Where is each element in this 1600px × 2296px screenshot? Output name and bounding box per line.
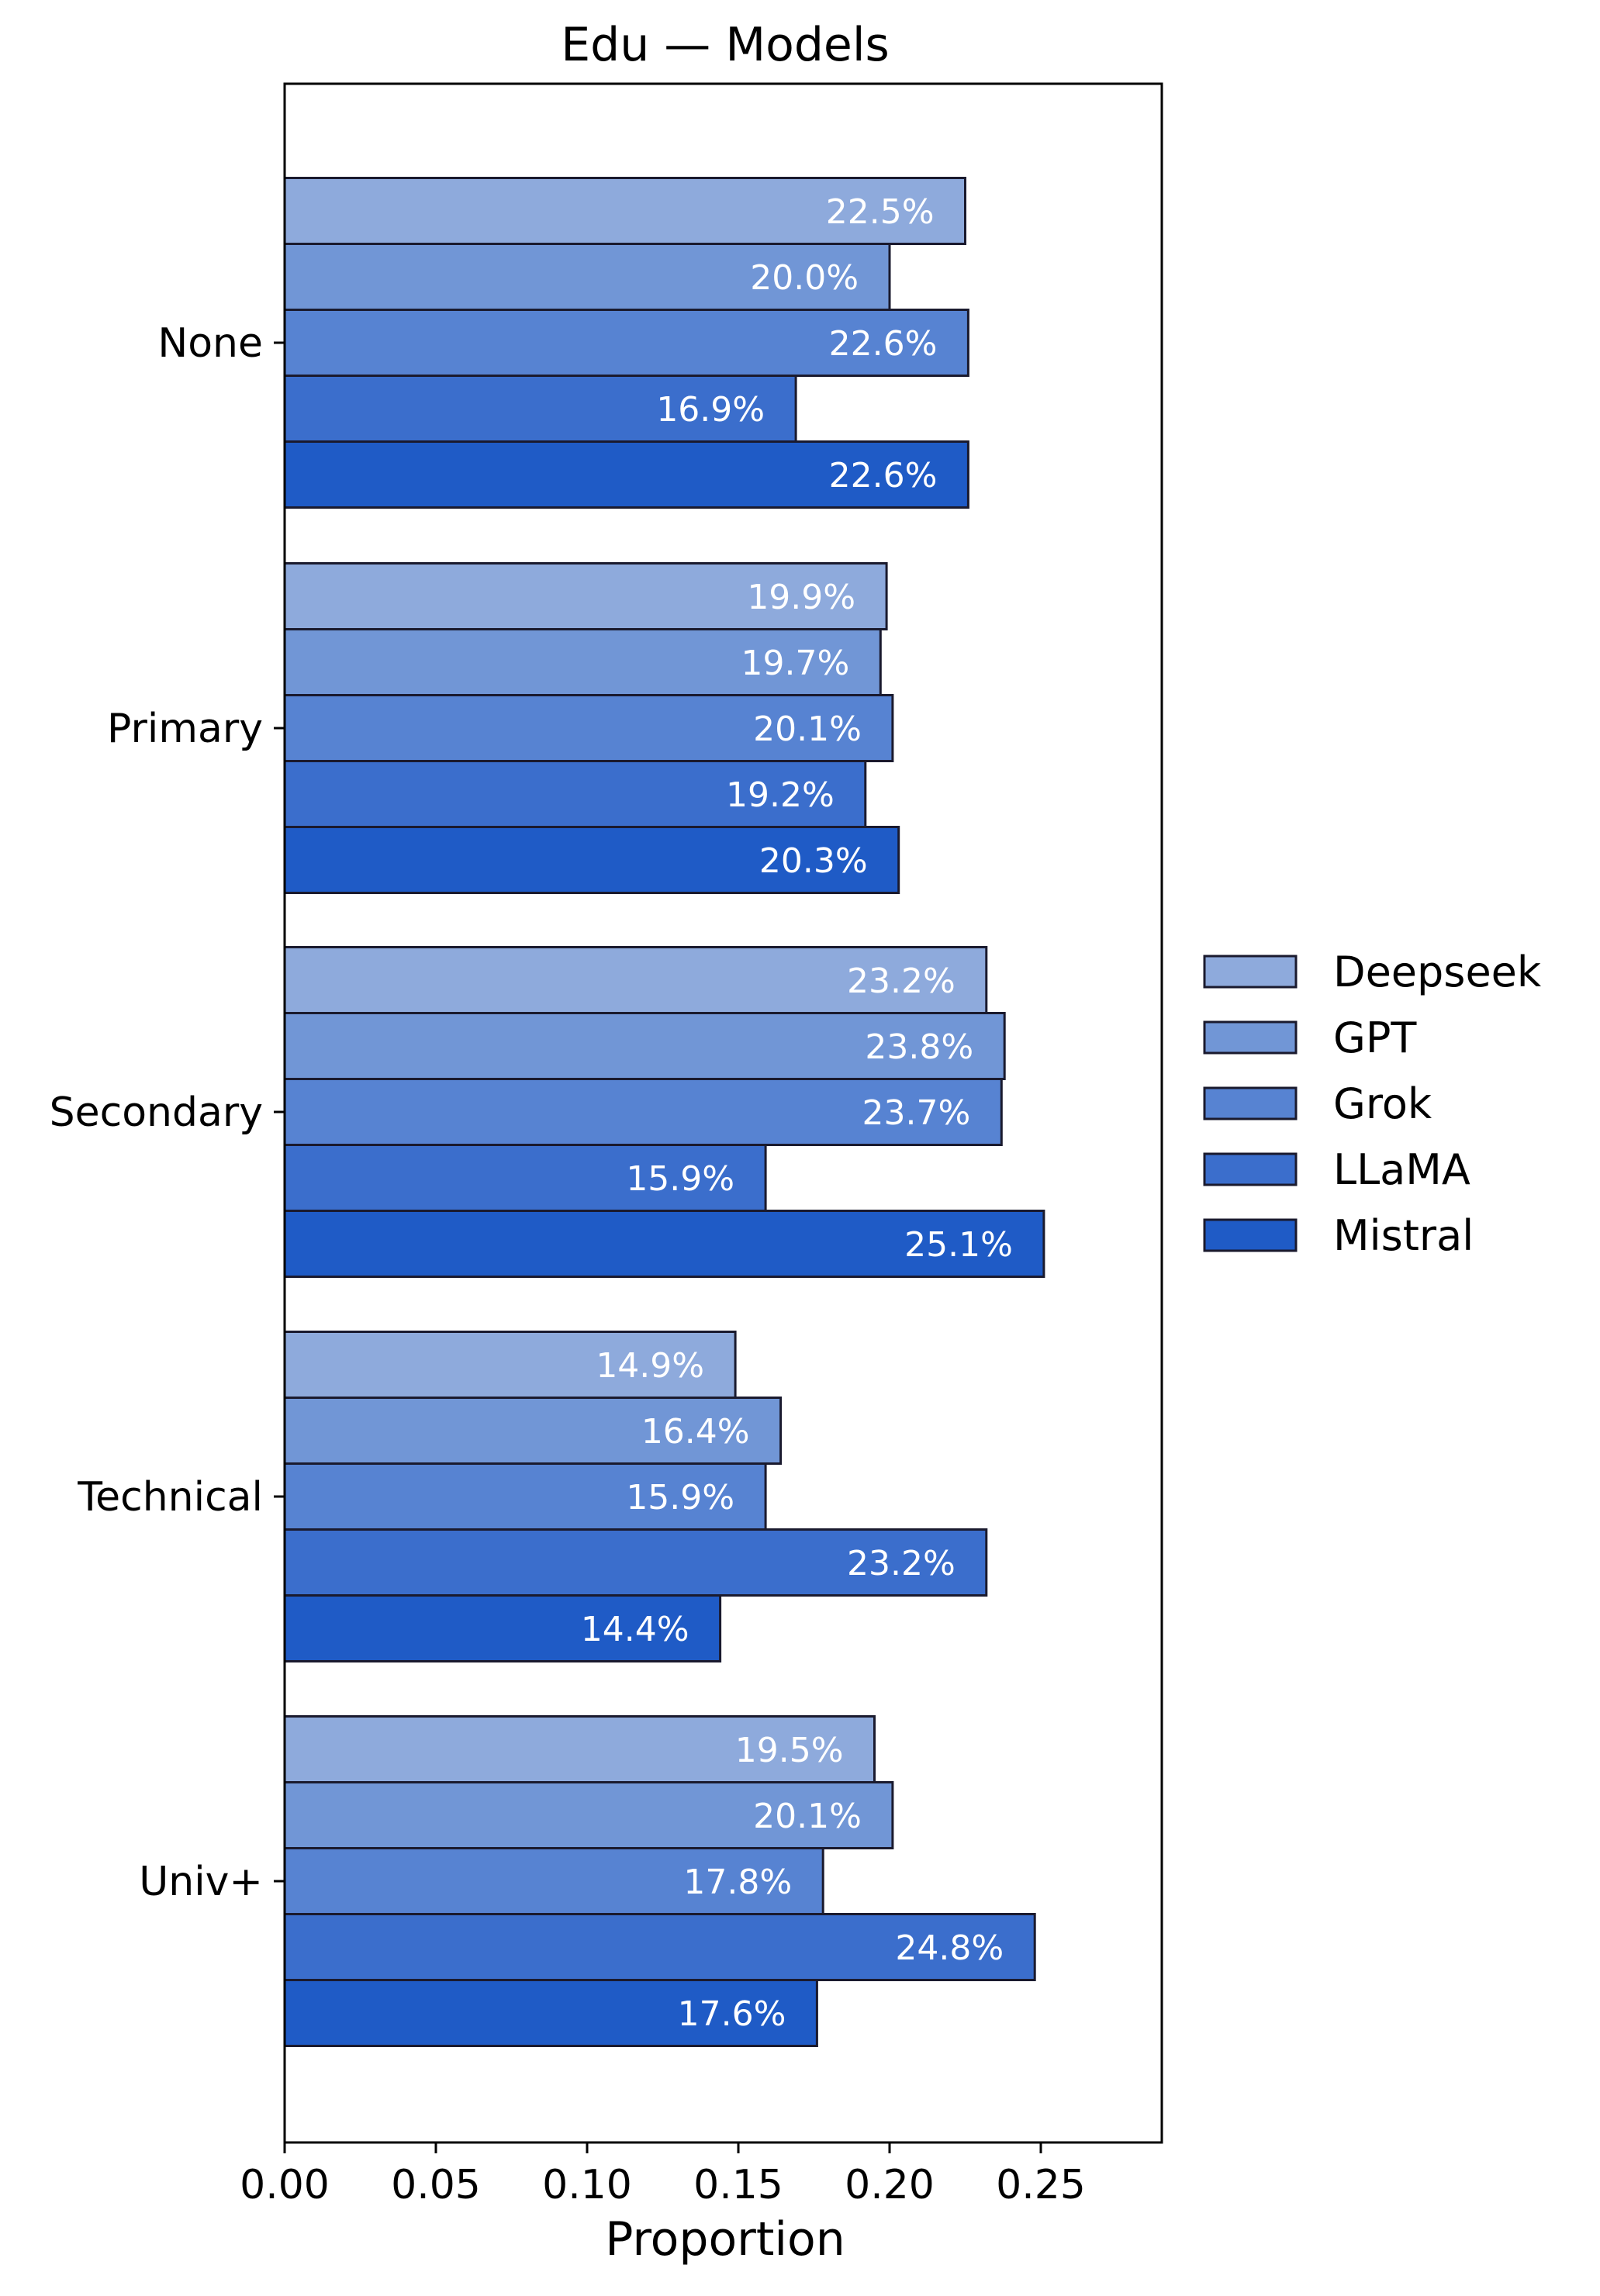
bars-layer: 22.5% 20.0% 22.6% 16.9% 22.6% 19.9% 19.7% 20.1%… [283, 177, 1045, 2047]
legend-swatch-llama [1203, 1152, 1298, 1186]
legend: Deepseek GPT Grok LLaMA Mistral [1203, 948, 1542, 1260]
bar-value-label: 20.0% [750, 258, 859, 298]
legend-swatch-mistral [1203, 1218, 1298, 1252]
x-tick-label: 0.25 [996, 2162, 1086, 2208]
bar-llama-univplus [283, 1913, 1036, 1981]
x-axis-label: Proportion [605, 2212, 845, 2267]
bar-llama-secondary [283, 1144, 767, 1212]
bar-value-label: 22.6% [829, 456, 938, 495]
bar-mistral-primary [283, 826, 900, 894]
bar-llama-technical [283, 1528, 988, 1597]
legend-label-deepseek: Deepseek [1333, 948, 1542, 996]
bar-value-label: 16.4% [641, 1412, 750, 1452]
bar-gpt-secondary [283, 1012, 1006, 1080]
y-tick-label: Primary [107, 706, 263, 752]
bar-llama-none [283, 375, 797, 443]
x-tick-label: 0.20 [845, 2162, 935, 2208]
bar-value-label: 19.9% [747, 578, 855, 617]
x-tick-label: 0.00 [240, 2162, 330, 2208]
legend-swatch-gpt [1203, 1020, 1298, 1055]
bar-value-label: 17.6% [678, 1994, 786, 2034]
bar-value-label: 24.8% [895, 1928, 1004, 1968]
bar-value-label: 23.7% [862, 1093, 971, 1133]
y-tick-label: None [157, 320, 263, 367]
bar-value-label: 20.1% [753, 710, 862, 749]
x-tick-label: 0.05 [391, 2162, 481, 2208]
y-tick-label: Technical [77, 1474, 263, 1521]
bar-value-label: 20.3% [759, 841, 868, 881]
bar-deepseek-secondary [283, 946, 988, 1014]
legend-label-mistral: Mistral [1333, 1211, 1474, 1260]
axes-layer: 0.00 0.05 0.10 0.15 0.20 0.25 None Primary Secon… [50, 82, 1163, 2208]
bar-value-label: 20.1% [753, 1797, 862, 1836]
bar-grok-technical [283, 1462, 767, 1531]
bar-value-label: 22.5% [826, 192, 935, 232]
bar-value-label: 19.7% [741, 644, 850, 683]
bar-value-label: 19.2% [726, 775, 835, 815]
bar-mistral-technical [283, 1594, 722, 1662]
bar-mistral-secondary [283, 1210, 1045, 1278]
chart-title: Edu — Models [561, 18, 890, 72]
legend-swatch-grok [1203, 1086, 1298, 1120]
bar-value-label: 23.2% [847, 1544, 956, 1583]
bar-value-label: 14.4% [581, 1610, 689, 1649]
x-tick-label: 0.10 [542, 2162, 632, 2208]
bar-value-label: 22.6% [829, 324, 938, 364]
bar-deepseek-technical [283, 1331, 737, 1399]
bar-gpt-primary [283, 628, 882, 696]
y-tick-label: Univ+ [139, 1859, 263, 1905]
bar-value-label: 23.2% [847, 962, 956, 1001]
bar-value-label: 15.9% [626, 1159, 734, 1199]
bar-grok-secondary [283, 1078, 1003, 1146]
bar-value-label: 25.1% [904, 1225, 1013, 1265]
legend-swatch-deepseek [1203, 955, 1298, 989]
bar-value-label: 19.5% [735, 1731, 844, 1770]
bar-value-label: 14.9% [596, 1346, 704, 1386]
bar-gpt-univplus [283, 1781, 894, 1849]
legend-label-llama: LLaMA [1333, 1145, 1470, 1194]
bar-deepseek-none [283, 177, 966, 245]
bar-value-label: 15.9% [626, 1478, 734, 1517]
bar-value-label: 16.9% [656, 390, 765, 430]
x-tick-label: 0.15 [693, 2162, 783, 2208]
bar-mistral-none [283, 440, 969, 509]
y-tick-label: Secondary [50, 1089, 263, 1136]
bar-deepseek-univplus [283, 1715, 876, 1783]
bar-deepseek-primary [283, 562, 888, 630]
legend-label-grok: Grok [1333, 1079, 1432, 1128]
bar-value-label: 23.8% [865, 1027, 973, 1067]
bar-value-label: 17.8% [683, 1863, 792, 1902]
legend-label-gpt: GPT [1333, 1013, 1417, 1062]
